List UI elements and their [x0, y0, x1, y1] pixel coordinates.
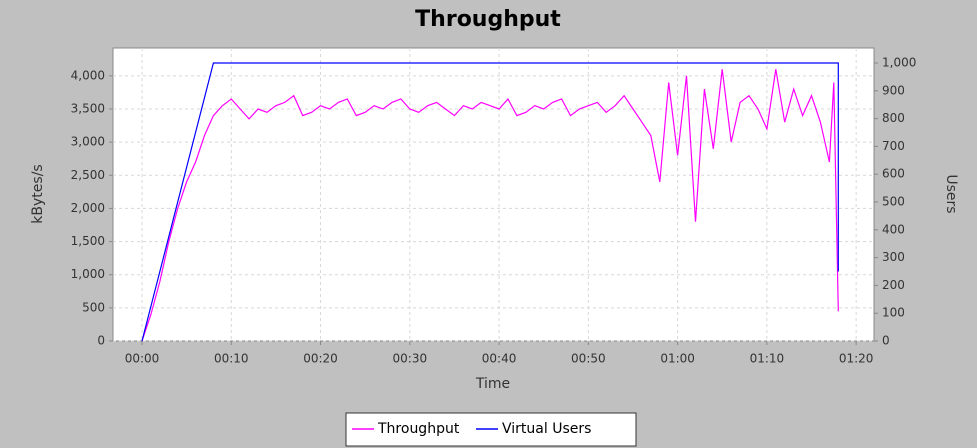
x-tick-label: 00:00: [125, 352, 160, 366]
x-tick-label: 00:30: [393, 352, 428, 366]
x-axis-label: Time: [475, 376, 510, 392]
y2-tick-label: 800: [882, 111, 905, 125]
y-tick-label: 3,500: [71, 101, 105, 115]
series-line: [141, 69, 839, 342]
x-tick-label: 01:20: [839, 352, 874, 366]
y-tick-label: 500: [82, 300, 105, 314]
y2-tick-label: 400: [882, 222, 905, 236]
y2-tick-label: 200: [882, 278, 905, 292]
y-tick-label: 4,000: [71, 68, 105, 82]
x-tick-label: 00:10: [214, 352, 249, 366]
y2-tick-label: 300: [882, 250, 905, 264]
y2-tick-label: 900: [882, 83, 905, 97]
y-tick-label: 3,000: [71, 135, 105, 149]
y2-tick-label: 100: [882, 306, 905, 320]
chart-title: Throughput: [415, 7, 561, 32]
legend-label: Throughput: [377, 421, 460, 437]
x-tick-label: 01:10: [750, 352, 785, 366]
y2-tick-label: 1,000: [882, 56, 916, 70]
y-tick-label: 2,000: [71, 201, 105, 215]
y2-tick-label: 600: [882, 167, 905, 181]
y-tick-label: 0: [97, 334, 105, 348]
y2-tick-label: 0: [882, 334, 890, 348]
legend-label: Virtual Users: [502, 421, 591, 437]
y2-tick-label: 500: [882, 195, 905, 209]
y-tick-label: 1,000: [71, 267, 105, 281]
y-axis-label: kBytes/s: [30, 164, 46, 223]
plot-area: [112, 47, 875, 342]
series-line: [141, 62, 839, 342]
y-tick-label: 1,500: [71, 234, 105, 248]
y2-axis-label: Users: [943, 174, 959, 213]
y2-tick-label: 700: [882, 139, 905, 153]
y-tick-label: 2,500: [71, 168, 105, 182]
x-tick-label: 00:40: [482, 352, 517, 366]
x-tick-label: 00:50: [571, 352, 606, 366]
x-tick-label: 01:00: [660, 352, 695, 366]
x-tick-label: 00:20: [303, 352, 338, 366]
